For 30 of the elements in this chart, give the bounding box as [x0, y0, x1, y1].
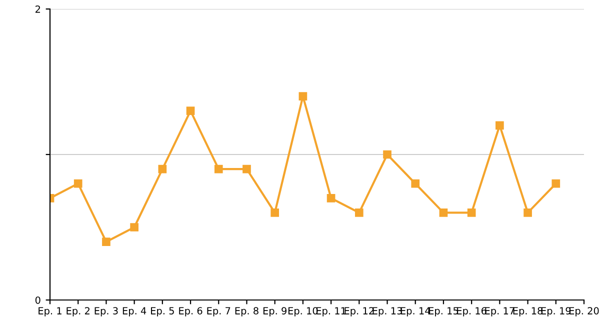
x-tick-label: Ep. 3: [94, 307, 118, 316]
x-tick-label: Ep. 15: [428, 307, 458, 316]
point: [354, 208, 364, 217]
point: [130, 223, 138, 232]
point: [186, 106, 195, 116]
point: [383, 150, 392, 159]
point: [552, 179, 560, 188]
x-tick-label: Ep. 4: [122, 307, 146, 316]
point: [102, 238, 110, 246]
x-tick-label: Ep. 9: [263, 307, 286, 316]
y-tick-label: 0: [35, 296, 40, 304]
point: [326, 194, 336, 202]
point: [496, 121, 504, 130]
point: [439, 208, 448, 217]
point: [298, 92, 308, 100]
point: [411, 179, 420, 188]
point: [524, 208, 532, 217]
point: [158, 164, 167, 174]
point: [74, 179, 82, 188]
x-tick-label: Ep. 7: [207, 307, 230, 316]
x-tick-label: Ep. 6: [179, 307, 202, 316]
x-tick-label: Ep. 8: [235, 307, 258, 316]
x-tick-label: Ep. 2: [66, 307, 90, 316]
point: [467, 208, 476, 217]
point: [214, 164, 223, 174]
y-tick-label: 2: [36, 5, 40, 13]
x-tick-label: Ep. 1: [38, 307, 62, 316]
x-tick-label: Ep. 5: [151, 307, 174, 316]
point: [242, 164, 251, 174]
point: [270, 208, 280, 217]
